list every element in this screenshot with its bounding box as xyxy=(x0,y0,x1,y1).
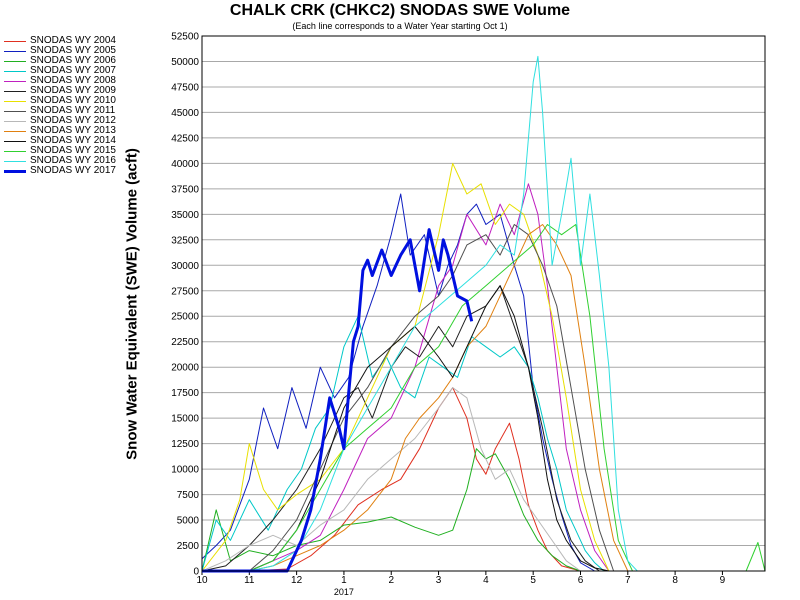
legend-label: SNODAS WY 2016 xyxy=(30,155,116,166)
legend-item: SNODAS WY 2005 xyxy=(4,46,116,56)
legend-item: SNODAS WY 2015 xyxy=(4,146,116,156)
legend-item: SNODAS WY 2008 xyxy=(4,76,116,86)
legend-swatch xyxy=(4,60,26,62)
y-tick-label: 0 xyxy=(193,567,199,578)
y-tick-label: 15000 xyxy=(171,414,199,425)
legend-item: SNODAS WY 2017 xyxy=(4,166,116,176)
legend-swatch xyxy=(4,50,26,52)
y-tick-label: 52500 xyxy=(171,32,199,43)
y-tick-label: 35000 xyxy=(171,210,199,221)
chart-subtitle: (Each line corresponds to a Water Year s… xyxy=(292,21,508,31)
y-tick-label: 7500 xyxy=(177,490,200,501)
y-tick-label: 50000 xyxy=(171,57,199,68)
series-line-5 xyxy=(202,183,610,572)
x-tick-label: 4 xyxy=(483,575,489,586)
y-tick-label: 37500 xyxy=(171,184,199,195)
series-line-2 xyxy=(201,193,595,572)
y-tick-label: 12500 xyxy=(171,439,199,450)
legend-label: SNODAS WY 2007 xyxy=(30,65,116,76)
series-line-14 xyxy=(202,228,474,573)
legend-item: SNODAS WY 2011 xyxy=(4,106,116,116)
legend: SNODAS WY 2004 SNODAS WY 2005 SNODAS WY 20… xyxy=(4,36,116,176)
x-tick-label: 3 xyxy=(436,575,442,586)
x-tick-label: 12 xyxy=(291,575,303,586)
y-tick-label: 2500 xyxy=(177,541,200,552)
legend-swatch xyxy=(4,150,26,152)
y-tick-label: 47500 xyxy=(171,82,199,93)
legend-item: SNODAS WY 2009 xyxy=(4,86,116,96)
chart-title: CHALK CRK (CHKC2) SNODAS SWE Volume xyxy=(229,2,571,19)
legend-item: SNODAS WY 2007 xyxy=(4,66,116,76)
legend-swatch xyxy=(4,90,26,92)
legend-label: SNODAS WY 2006 xyxy=(30,55,116,66)
legend-swatch xyxy=(4,100,26,102)
plot-background xyxy=(202,36,765,571)
legend-label: SNODAS WY 2009 xyxy=(30,85,116,96)
legend-label: SNODAS WY 2011 xyxy=(30,105,116,116)
y-tick-label: 32500 xyxy=(171,235,199,246)
legend-item: SNODAS WY 2016 xyxy=(4,156,116,166)
legend-item: SNODAS WY 2014 xyxy=(4,136,116,146)
x-year-label: 2017 xyxy=(334,587,354,597)
legend-label: SNODAS WY 2017 xyxy=(30,165,116,176)
legend-label: SNODAS WY 2014 xyxy=(30,135,116,146)
legend-label: SNODAS WY 2012 xyxy=(30,115,116,126)
y-tick-label: 20000 xyxy=(171,363,199,374)
legend-item: SNODAS WY 2006 xyxy=(4,56,116,66)
legend-swatch xyxy=(4,160,26,162)
y-tick-label: 30000 xyxy=(171,261,199,272)
legend-label: SNODAS WY 2005 xyxy=(30,45,116,56)
y-tick-label: 22500 xyxy=(171,337,199,348)
series-line-3 xyxy=(201,448,581,572)
x-tick-label: 1 xyxy=(341,575,347,586)
legend-item: SNODAS WY 2010 xyxy=(4,96,116,106)
legend-label: SNODAS WY 2008 xyxy=(30,75,116,86)
legend-label: SNODAS WY 2004 xyxy=(30,35,116,46)
y-tick-label: 17500 xyxy=(171,388,199,399)
series-line-9 xyxy=(201,387,581,572)
series-line-7 xyxy=(201,162,610,572)
x-tick-label: 7 xyxy=(625,575,631,586)
legend-swatch xyxy=(4,140,26,142)
y-tick-label: 40000 xyxy=(171,159,199,170)
series-line-8 xyxy=(202,224,615,572)
legend-swatch xyxy=(4,70,26,72)
y-tick-label: 27500 xyxy=(171,286,199,297)
legend-label: SNODAS WY 2015 xyxy=(30,145,116,156)
series-line-6 xyxy=(201,285,600,572)
y-tick-label: 42500 xyxy=(171,133,199,144)
legend-swatch xyxy=(4,169,26,173)
legend-swatch xyxy=(4,120,26,122)
x-tick-label: 8 xyxy=(672,575,678,586)
y-tick-label: 25000 xyxy=(171,312,199,323)
x-tick-label: 5 xyxy=(530,575,536,586)
x-tick-label: 11 xyxy=(244,575,255,586)
x-tick-label: 9 xyxy=(720,575,726,586)
y-tick-label: 5000 xyxy=(177,516,200,527)
series-line-12 xyxy=(202,224,766,572)
series-line-13 xyxy=(202,55,638,572)
legend-swatch xyxy=(4,80,26,82)
legend-swatch xyxy=(4,40,26,42)
legend-swatch xyxy=(4,130,26,132)
plot-frame xyxy=(201,35,766,572)
legend-label: SNODAS WY 2013 xyxy=(30,125,116,136)
x-tick-label: 10 xyxy=(196,575,208,586)
legend-item: SNODAS WY 2004 xyxy=(4,36,116,46)
y-tick-label: 45000 xyxy=(171,108,199,119)
legend-item: SNODAS WY 2013 xyxy=(4,126,116,136)
x-tick-label: 2 xyxy=(388,575,394,586)
series-line-1 xyxy=(202,387,581,572)
y-tick-label: 10000 xyxy=(171,465,199,476)
legend-swatch xyxy=(4,110,26,112)
legend-label: SNODAS WY 2010 xyxy=(30,95,116,106)
legend-item: SNODAS WY 2012 xyxy=(4,116,116,126)
series-line-4 xyxy=(201,315,605,572)
x-tick-label: 6 xyxy=(578,575,584,586)
